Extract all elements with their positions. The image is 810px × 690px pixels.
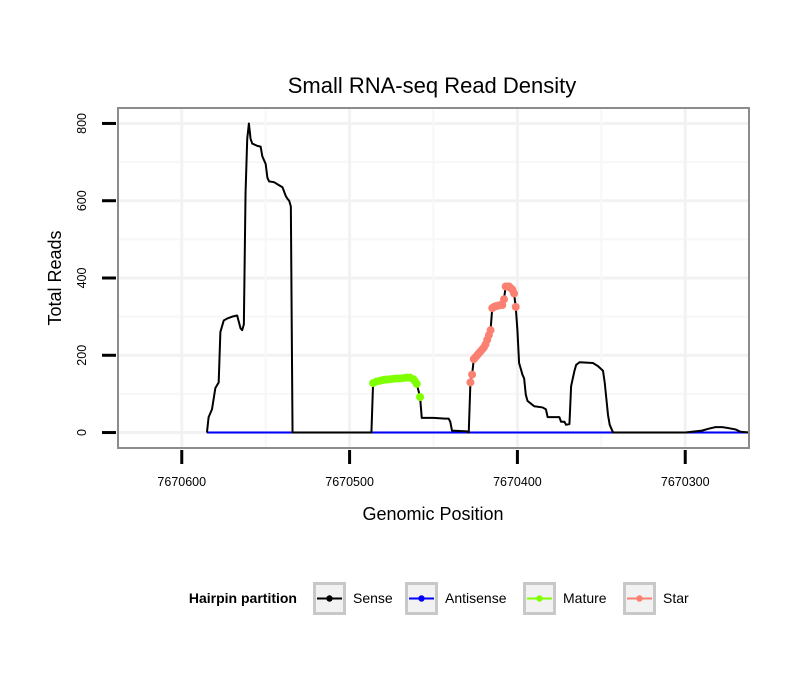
legend-label-antisense: Antisense [445,590,507,606]
data-point-star [510,289,519,298]
y-axis-title: Total Reads [45,230,65,325]
y-tick-label: 800 [75,113,89,134]
data-point-mature [416,393,425,401]
x-tick-label: 7670500 [325,475,374,489]
data-point-star [468,370,477,379]
y-tick-label: 600 [75,190,89,211]
y-tick-label: 200 [75,345,89,366]
y-axis: 0 200 400 600 800 [75,113,116,436]
legend-item-antisense: Antisense [405,582,507,615]
data-point-star [466,378,475,387]
legend: Hairpin partition Sense Antisense Mature St… [189,582,689,615]
grid [118,108,749,448]
series-points-star [466,282,520,387]
series-layer [205,122,750,434]
data-point-star [511,302,520,311]
x-tick-label: 7670400 [493,475,542,489]
y-tick-label: 400 [75,268,89,289]
legend-title: Hairpin partition [189,590,297,606]
data-point-mature [412,379,421,388]
legend-item-sense: Sense [313,582,393,615]
data-point-star [486,326,495,335]
legend-label-star: Star [663,590,689,606]
legend-key-point [418,595,425,602]
legend-items: Sense Antisense Mature Star [313,582,689,615]
panel-border [117,107,750,449]
legend-item-mature: Mature [523,582,607,615]
x-tick-label: 7670600 [157,475,206,489]
legend-key-point [636,595,643,602]
legend-key-point [536,595,543,602]
legend-key-point [326,595,333,602]
y-tick-label: 0 [75,429,89,436]
x-axis-title: Genomic Position [362,504,503,524]
x-tick-label: 7670300 [661,475,710,489]
chart-title: Small RNA-seq Read Density [288,73,577,98]
data-point-star [499,295,508,304]
plot-panel [117,107,750,449]
legend-label-mature: Mature [563,590,607,606]
x-axis: 7670600 7670500 7670400 7670300 [157,450,710,489]
legend-label-sense: Sense [353,590,393,606]
legend-item-star: Star [623,582,689,615]
series-points-mature [369,373,425,401]
